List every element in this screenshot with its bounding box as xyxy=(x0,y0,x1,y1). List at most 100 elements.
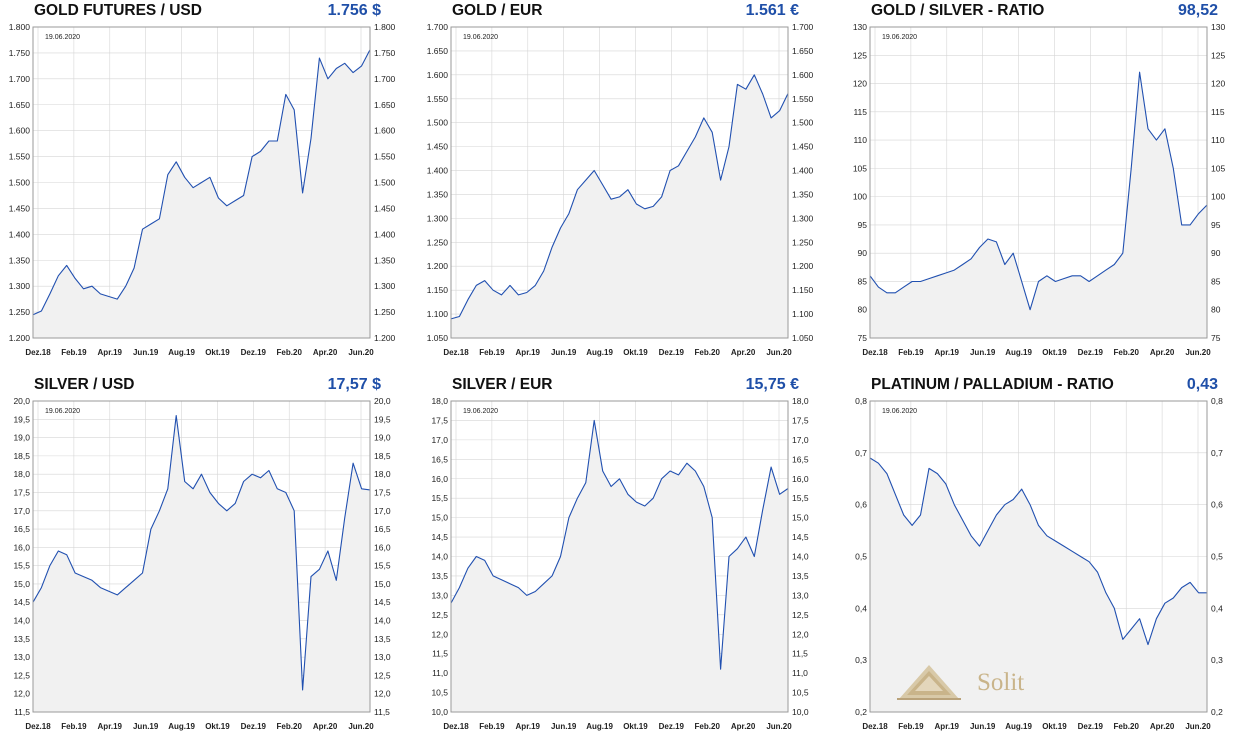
y-tick-label-right: 1.500 xyxy=(374,178,396,188)
y-tick-label-right: 1.050 xyxy=(792,333,814,343)
y-tick-label-left: 12,5 xyxy=(13,670,30,680)
y-tick-label-left: 11,0 xyxy=(432,668,448,678)
y-tick-label-right: 17,5 xyxy=(792,415,809,425)
y-tick-label-left: 100 xyxy=(853,192,867,202)
y-tick-label-right: 18,0 xyxy=(374,469,391,479)
y-tick-label-left: 1.500 xyxy=(427,118,449,128)
y-tick-label-right: 1.750 xyxy=(374,48,396,58)
y-tick-label-left: 19,5 xyxy=(13,414,30,424)
y-tick-label-left: 110 xyxy=(853,135,867,145)
y-tick-label-left: 18,0 xyxy=(13,469,30,479)
y-tick-label-right: 0,4 xyxy=(1211,603,1223,613)
y-tick-label-left: 130 xyxy=(853,22,867,32)
chart-svg: 11,5 11,5 12,0 12,0 12,5 12,5 13,0 13,0 13,5 13,5… xyxy=(13,396,391,731)
y-tick-label-right: 14,0 xyxy=(792,552,809,562)
chart-title: GOLD / SILVER - RATIO xyxy=(871,2,1045,19)
x-tick-label: Dez.19 xyxy=(241,348,267,357)
x-tick-label: Apr.19 xyxy=(935,722,960,731)
plot-frame xyxy=(869,26,1208,339)
x-tick-label: Jun.20 xyxy=(766,348,792,357)
y-tick-label-right: 1.200 xyxy=(374,333,396,343)
y-tick-label-left: 1.600 xyxy=(427,70,449,80)
chart-title: GOLD / EUR xyxy=(452,2,543,19)
series-area xyxy=(33,415,370,712)
series-area xyxy=(451,74,788,339)
y-tick-label-left: 20,0 xyxy=(13,396,30,406)
y-tick-label-right: 17,0 xyxy=(374,506,391,516)
chart-platinum-palladium-ratio: PLATINUM / PALLADIUM - RATIO 0,43 0,2 0,2… xyxy=(837,374,1250,741)
y-tick-label-right: 130 xyxy=(1211,22,1225,32)
series-line xyxy=(450,74,789,320)
y-tick-label-left: 18,0 xyxy=(431,396,448,406)
y-tick-label-left: 1.250 xyxy=(9,307,31,317)
plot-frame xyxy=(450,400,789,713)
y-tick-label-left: 15,0 xyxy=(13,579,30,589)
y-tick-label-right: 11,5 xyxy=(792,649,808,659)
y-tick-label-left: 1.400 xyxy=(9,229,31,239)
y-tick-label-right: 1.450 xyxy=(374,203,396,213)
y-tick-label-left: 125 xyxy=(853,50,867,60)
x-tick-label: Aug.19 xyxy=(168,722,195,731)
y-tick-label-left: 10,0 xyxy=(431,707,448,717)
x-tick-label: Jun.20 xyxy=(766,722,792,731)
x-tick-label: Dez.18 xyxy=(443,722,469,731)
x-tick-label: Jun.19 xyxy=(133,348,159,357)
chart-silver-usd: SILVER / USD 17,57 $ 11,5 11,5 12,0 12,0 12,… xyxy=(0,374,417,741)
y-tick-label-left: 1.100 xyxy=(427,309,449,319)
y-tick-label-left: 10,5 xyxy=(431,688,448,698)
y-tick-label-left: 90 xyxy=(858,248,868,258)
y-tick-label-right: 1.500 xyxy=(792,118,814,128)
y-tick-label-left: 1.750 xyxy=(9,48,31,58)
y-tick-label-right: 12,0 xyxy=(374,689,391,699)
y-tick-label-right: 12,0 xyxy=(792,629,809,639)
x-tick-label: Jun.19 xyxy=(133,722,159,731)
x-tick-label: Jun.19 xyxy=(551,348,577,357)
x-tick-label: Aug.19 xyxy=(1005,722,1032,731)
y-tick-label-left: 1.200 xyxy=(9,333,31,343)
y-tick-label-right: 14,5 xyxy=(792,532,809,542)
y-tick-label-right: 1.350 xyxy=(792,189,814,199)
y-tick-label-left: 14,0 xyxy=(13,616,30,626)
y-tick-label-right: 13,5 xyxy=(792,571,809,581)
y-tick-label-right: 75 xyxy=(1211,333,1221,343)
y-tick-label-left: 14,5 xyxy=(13,597,30,607)
y-tick-label-left: 1.400 xyxy=(427,166,449,176)
x-tick-label: Dez.19 xyxy=(1078,348,1104,357)
chart-current-value: 17,57 $ xyxy=(327,376,381,393)
y-tick-label-left: 1.800 xyxy=(9,22,31,32)
y-tick-label-left: 17,0 xyxy=(13,506,30,516)
y-tick-label-left: 1.350 xyxy=(427,189,449,199)
y-tick-label-right: 110 xyxy=(1211,135,1225,145)
y-tick-label-right: 20,0 xyxy=(374,396,391,406)
chart-current-value: 1.756 $ xyxy=(327,2,381,19)
y-tick-label-right: 19,5 xyxy=(374,414,391,424)
x-tick-label: Feb.19 xyxy=(61,348,87,357)
y-tick-label-right: 1.600 xyxy=(792,70,814,80)
series-area xyxy=(870,72,1207,338)
y-tick-label-right: 1.650 xyxy=(792,46,814,56)
x-tick-label: Feb.19 xyxy=(898,348,924,357)
x-tick-label: Feb.20 xyxy=(1114,722,1140,731)
y-tick-label-right: 1.250 xyxy=(792,237,814,247)
y-tick-label-right: 1.700 xyxy=(374,74,396,84)
chart-current-value: 15,75 € xyxy=(745,376,799,393)
y-tick-label-left: 11,5 xyxy=(432,649,448,659)
y-tick-label-right: 12,5 xyxy=(792,610,809,620)
x-tick-label: Apr.20 xyxy=(313,348,338,357)
series-line xyxy=(450,419,789,670)
y-tick-label-right: 1.700 xyxy=(792,22,814,32)
chart-current-value: 0,43 xyxy=(1186,376,1218,393)
y-tick-label-left: 15,5 xyxy=(431,493,448,503)
x-tick-label: Jun.20 xyxy=(348,348,374,357)
chart-current-value: 1.561 € xyxy=(745,2,799,19)
x-tick-label: Okt.19 xyxy=(1042,722,1067,731)
y-tick-label-right: 10,5 xyxy=(792,688,809,698)
y-tick-label-left: 14,0 xyxy=(431,552,448,562)
chart-date-label: 19.06.2020 xyxy=(882,34,917,41)
y-tick-label-right: 18,5 xyxy=(374,451,391,461)
x-tick-label: Apr.19 xyxy=(516,722,541,731)
y-tick-label-left: 0,8 xyxy=(855,396,867,406)
y-tick-label-left: 17,5 xyxy=(13,487,30,497)
y-tick-label-right: 12,5 xyxy=(374,670,391,680)
y-tick-label-left: 1.550 xyxy=(427,94,449,104)
